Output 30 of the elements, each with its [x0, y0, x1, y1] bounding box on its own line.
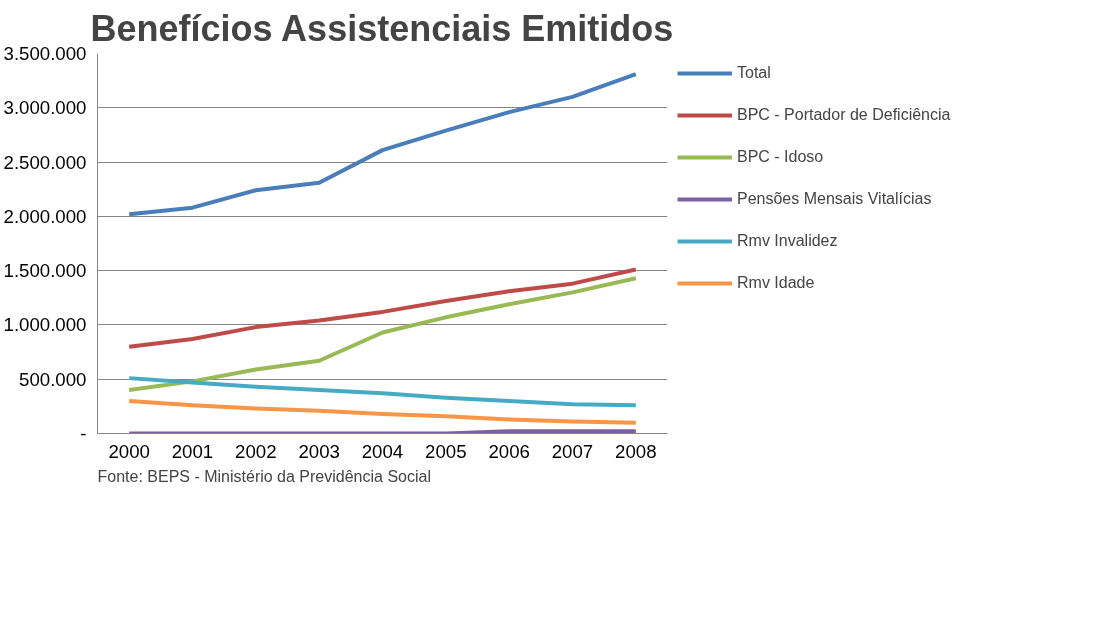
- chart-title: Benefícios Assistenciais Emitidos: [90, 7, 674, 49]
- line-series: [127, 376, 638, 408]
- x-tick-label: 2002: [235, 440, 277, 462]
- x-tick-label: 2006: [488, 440, 530, 462]
- y-tick-label: 500.000: [19, 368, 87, 390]
- x-tick-label: 2008: [615, 440, 657, 462]
- y-tick-label: 2.000.000: [3, 205, 87, 227]
- legend-label: Total: [737, 64, 771, 82]
- x-tick-label: 2007: [551, 440, 594, 462]
- legend-label: Pensões Mensais Vitalícias: [737, 190, 932, 208]
- legend-label: Rmv Idade: [737, 274, 815, 292]
- source-note: Fonte: BEPS - Ministério da Previdência Social: [97, 467, 431, 485]
- line-series: [127, 72, 638, 217]
- x-tick-label: 2001: [171, 440, 214, 462]
- line-series: [127, 398, 638, 425]
- legend-label: Rmv Invalidez: [737, 232, 838, 250]
- line-series: [127, 276, 638, 393]
- y-tick-label: -: [80, 423, 87, 444]
- legend-label: BPC - Idoso: [737, 148, 824, 166]
- y-tick-label: 1.000.000: [3, 314, 87, 336]
- y-tick-label: 1.500.000: [3, 260, 87, 282]
- x-tick-label: 2004: [361, 440, 404, 462]
- y-tick-label: 2.500.000: [3, 151, 87, 173]
- x-tick-label: 2000: [108, 440, 150, 462]
- legend-label: BPC - Portador de Deficiência: [737, 106, 951, 124]
- x-tick-label: 2005: [425, 440, 467, 462]
- y-tick-label: 3.500.000: [3, 43, 87, 64]
- line-series: [127, 267, 638, 349]
- y-tick-label: 3.000.000: [3, 97, 87, 119]
- x-tick-label: 2003: [298, 440, 340, 462]
